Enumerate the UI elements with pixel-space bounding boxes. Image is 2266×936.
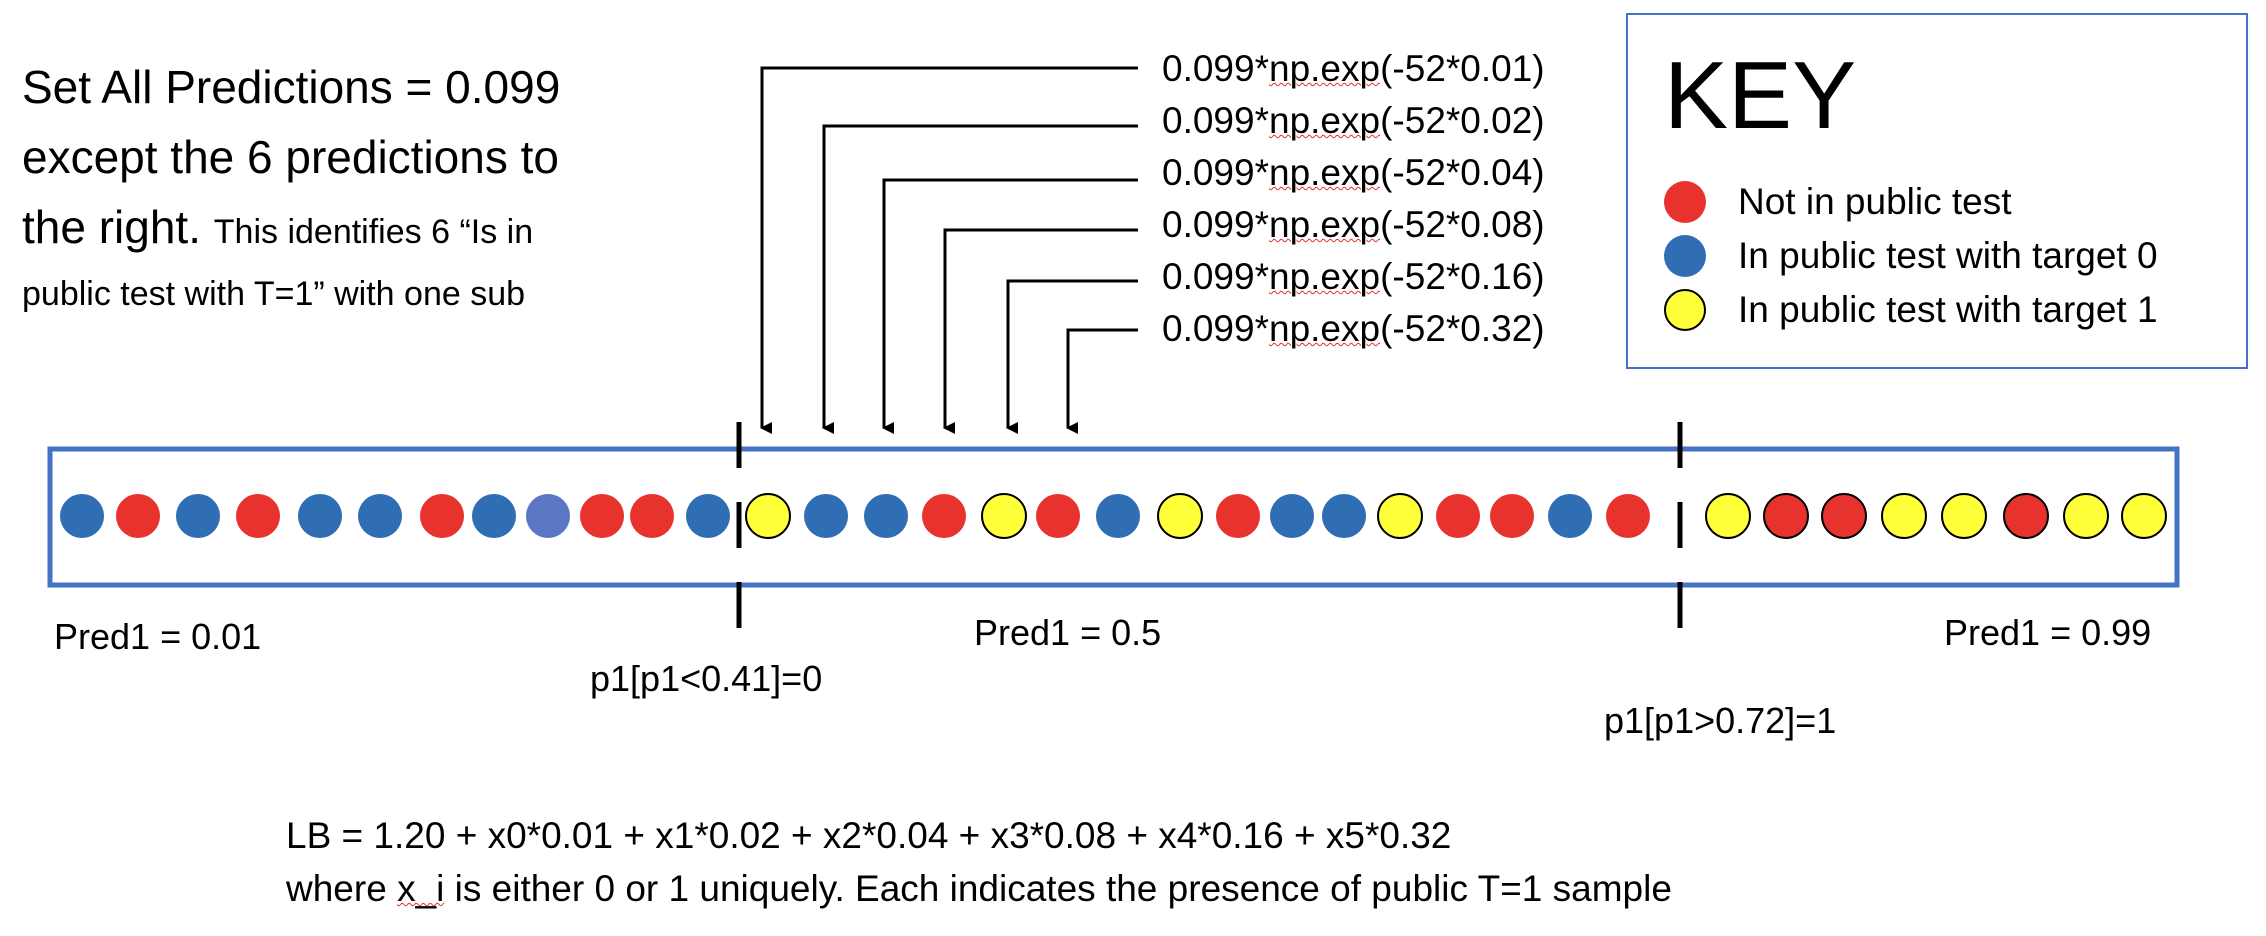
- blue-dot-icon: [1664, 235, 1706, 277]
- connector-arrow: [1066, 328, 1138, 434]
- sample-dot: [804, 494, 848, 538]
- sample-dot: [1606, 494, 1650, 538]
- formula-0: 0.099*np.exp(-52*0.01): [1162, 48, 1545, 89]
- sample-dot: [358, 494, 402, 538]
- sample-dot: [630, 494, 674, 538]
- sample-dot: [2121, 493, 2167, 539]
- key-legend: KEY Not in public test In public test wi…: [1626, 13, 2248, 369]
- sample-dot: [864, 494, 908, 538]
- sample-dot: [1322, 494, 1366, 538]
- formula-5: 0.099*np.exp(-52*0.32): [1162, 308, 1545, 349]
- formula-2: 0.099*np.exp(-52*0.04): [1162, 152, 1545, 193]
- description-line2: except the 6 predictions to: [22, 131, 559, 183]
- sample-dot: [1377, 493, 1423, 539]
- sample-dot: [1036, 494, 1080, 538]
- sample-dot: [526, 494, 570, 538]
- connector-arrow: [822, 124, 1138, 434]
- sample-dot: [236, 494, 280, 538]
- sample-dot: [60, 494, 104, 538]
- key-item-target-1: In public test with target 1: [1664, 289, 2158, 331]
- connector-arrow: [943, 228, 1138, 434]
- lb-where-text: where x_i is either 0 or 1 uniquely. Eac…: [286, 868, 1672, 909]
- sample-dot: [116, 494, 160, 538]
- red-dot-icon: [1664, 181, 1706, 223]
- sample-dot: [420, 494, 464, 538]
- sample-dot: [1157, 493, 1203, 539]
- sample-dot: [2003, 493, 2049, 539]
- lower-threshold-label: p1[p1<0.41]=0: [590, 658, 823, 699]
- connector-arrow: [760, 66, 1138, 434]
- description-line4: public test with T=1” with one sub: [22, 275, 526, 313]
- sample-dot: [176, 494, 220, 538]
- sample-dot: [1821, 493, 1867, 539]
- description-line1: Set All Predictions = 0.099: [22, 61, 561, 113]
- formula-connectors: [760, 66, 1138, 434]
- formula-1: 0.099*np.exp(-52*0.02): [1162, 100, 1545, 141]
- sample-dot: [1096, 494, 1140, 538]
- sample-dot: [1705, 493, 1751, 539]
- description-text: Set All Predictions = 0.099 except the 6…: [22, 52, 702, 321]
- description-line3-large: the right.: [22, 201, 201, 253]
- formula-3: 0.099*np.exp(-52*0.08): [1162, 204, 1545, 245]
- key-item-not-in-public: Not in public test: [1664, 181, 2012, 223]
- sample-dot: [472, 494, 516, 538]
- upper-threshold-label: p1[p1>0.72]=1: [1604, 700, 1837, 741]
- sample-dot: [1436, 494, 1480, 538]
- sample-dot: [2063, 493, 2109, 539]
- sample-dot: [1216, 494, 1260, 538]
- formula-4: 0.099*np.exp(-52*0.16): [1162, 256, 1545, 297]
- connector-arrow: [882, 178, 1138, 434]
- key-item-target-0: In public test with target 0: [1664, 235, 2158, 277]
- sample-dot: [1941, 493, 1987, 539]
- middle-region-label: Pred1 = 0.5: [974, 612, 1162, 653]
- key-title: KEY: [1664, 42, 1857, 149]
- left-region-label: Pred1 = 0.01: [54, 616, 262, 657]
- sample-dot: [580, 494, 624, 538]
- sample-dots: [60, 493, 2167, 539]
- connector-arrow: [1006, 279, 1138, 434]
- sample-dot: [1270, 494, 1314, 538]
- sample-dot: [745, 493, 791, 539]
- sample-dot: [298, 494, 342, 538]
- sample-bar: [47, 446, 2180, 588]
- description-line3-small: This identifies 6 “Is in: [213, 213, 534, 251]
- right-region-label: Pred1 = 0.99: [1944, 612, 2152, 653]
- sample-dot: [981, 493, 1027, 539]
- sample-dot: [686, 494, 730, 538]
- yellow-dot-icon: [1664, 289, 1706, 331]
- sample-dot: [1881, 493, 1927, 539]
- sample-dot: [1548, 494, 1592, 538]
- sample-dot: [1490, 494, 1534, 538]
- sample-dot: [922, 494, 966, 538]
- sample-dot: [1763, 493, 1809, 539]
- lb-equation: LB = 1.20 + x0*0.01 + x1*0.02 + x2*0.04 …: [286, 815, 1452, 856]
